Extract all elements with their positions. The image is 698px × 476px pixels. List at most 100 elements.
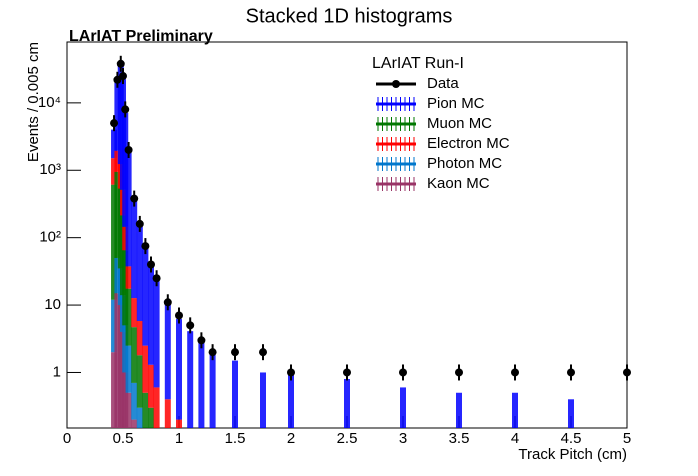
- bar-segment: [512, 392, 518, 428]
- bar-segment: [122, 112, 129, 227]
- x-tick-label: 2.5: [337, 430, 358, 447]
- bar-segment: [131, 327, 138, 383]
- bar-segment: [176, 419, 182, 428]
- bar-segment: [111, 184, 118, 300]
- data-point: [130, 194, 139, 203]
- data-point: [511, 368, 519, 377]
- legend-label: Electron MC: [427, 135, 510, 152]
- bar-segment: [122, 325, 129, 373]
- x-tick-label: 3.5: [449, 430, 470, 447]
- data-point: [141, 242, 150, 251]
- bar-segment: [198, 340, 205, 428]
- legend-label: Muon MC: [427, 115, 492, 132]
- data-point: [231, 348, 239, 357]
- y-tick-label: 1: [53, 363, 61, 380]
- bar-segment: [288, 372, 294, 428]
- x-tick-label: 1: [175, 430, 183, 447]
- bar-segment: [164, 303, 171, 400]
- bar-segment: [131, 382, 138, 420]
- bar-segment: [142, 247, 149, 346]
- data-point: [399, 368, 407, 377]
- data-point: [124, 145, 133, 154]
- bar-segment: [456, 392, 462, 428]
- data-point: [343, 368, 351, 377]
- data-point: [119, 72, 127, 81]
- legend-label: Data: [427, 75, 459, 92]
- x-tick-label: 2: [287, 430, 295, 447]
- x-tick-label: 3: [399, 430, 407, 447]
- bar-segment: [125, 345, 132, 393]
- bar-segment: [114, 150, 121, 172]
- bar-segment: [568, 399, 574, 428]
- x-tick-label: 0: [63, 430, 71, 447]
- bar-segment: [131, 199, 138, 299]
- data-point: [147, 260, 155, 269]
- bar-segment: [114, 171, 121, 258]
- bar-segment: [400, 387, 406, 428]
- y-tick-label: 10⁴: [38, 94, 61, 111]
- bar-segment: [136, 321, 143, 356]
- bar-segment: [114, 82, 121, 151]
- data-point: [175, 311, 183, 320]
- legend-title: LArIAT Run-I: [372, 55, 464, 72]
- bar-segment: [111, 158, 118, 185]
- bar-segment: [131, 419, 138, 428]
- bar-segment: [232, 360, 238, 428]
- bar-segment: [122, 226, 129, 251]
- data-point: [116, 59, 125, 68]
- bar-segment: [125, 266, 132, 289]
- bar-segment: [136, 355, 143, 408]
- data-point: [121, 105, 130, 114]
- data-point: [259, 348, 267, 357]
- data-point: [567, 368, 575, 377]
- bar-segment: [114, 293, 121, 428]
- data-point: [186, 321, 195, 330]
- bar-segment: [111, 129, 118, 159]
- bar-segment: [131, 298, 138, 328]
- bar-segment: [260, 372, 266, 428]
- data-point: [197, 336, 206, 345]
- y-axis-label: Events / 0.005 cm: [25, 42, 42, 162]
- bar-segment: [122, 372, 129, 428]
- data-point: [163, 298, 172, 307]
- bar-segment: [148, 267, 154, 365]
- bar-segment: [148, 364, 154, 408]
- bar-segment: [148, 407, 154, 428]
- chart-title: Stacked 1D histograms: [246, 5, 453, 27]
- y-tick-label: 10²: [39, 229, 61, 246]
- x-tick-label: 5: [623, 430, 631, 447]
- bar-segment: [187, 331, 194, 428]
- bar-segment: [125, 288, 132, 346]
- legend-label: Photon MC: [427, 155, 502, 172]
- bar-segment: [122, 250, 129, 326]
- y-tick-label: 10³: [39, 161, 61, 178]
- data-point: [110, 119, 119, 128]
- data-point: [455, 368, 463, 377]
- data-point: [623, 368, 631, 377]
- x-tick-label: 4: [511, 430, 519, 447]
- bar-segment: [164, 399, 171, 428]
- bar-segment: [114, 257, 121, 294]
- bar-segment: [142, 345, 149, 393]
- x-axis-label: Track Pitch (cm): [518, 446, 627, 463]
- data-point: [135, 219, 144, 228]
- x-tick-label: 1.5: [225, 430, 246, 447]
- bar-segment: [142, 392, 149, 428]
- bar-segment: [344, 379, 350, 428]
- data-point: [287, 368, 295, 377]
- bar-segment: [209, 352, 216, 428]
- y-tick-label: 10: [44, 296, 61, 313]
- bar-segment: [125, 152, 132, 267]
- data-point: [208, 348, 217, 357]
- bar-segment: [111, 352, 118, 428]
- bar-segment: [176, 319, 182, 420]
- x-tick-label: 0.5: [113, 430, 134, 447]
- bar-segment: [153, 281, 160, 388]
- legend-marker: [392, 80, 400, 88]
- bar-segment: [153, 387, 160, 428]
- chart-subtitle: LArIAT Preliminary: [69, 28, 213, 45]
- legend-label: Kaon MC: [427, 175, 490, 192]
- bar-segment: [125, 392, 132, 428]
- x-tick-label: 4.5: [561, 430, 582, 447]
